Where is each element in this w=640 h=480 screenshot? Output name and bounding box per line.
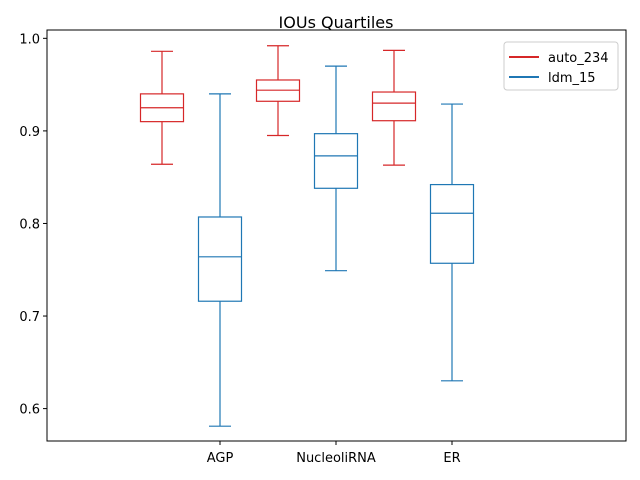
legend-label-auto-234: auto_234 <box>548 51 609 66</box>
y-tick-label: 0.7 <box>19 310 40 325</box>
y-tick-label: 0.8 <box>19 217 40 232</box>
y-tick-label: 0.9 <box>19 125 40 140</box>
box-auto-234 <box>371 91 417 122</box>
legend-label-ldm-15: ldm_15 <box>548 71 596 86</box>
chart-title: IOUs Quartiles <box>279 13 394 32</box>
box-ldm-15 <box>429 183 475 264</box>
box-ldm-15 <box>197 216 243 302</box>
x-tick-label: AGP <box>207 451 234 466</box>
x-tick-label: ER <box>443 451 460 466</box>
y-tick-label: 0.6 <box>19 403 40 418</box>
box-ldm-15 <box>313 133 359 189</box>
y-tick-label: 1.0 <box>19 32 40 47</box>
plot-area: 0.6 0.7 0.8 0.9 1.0 AGP NucleoliRNA ER <box>19 32 475 466</box>
legend: auto_234 ldm_15 <box>503 41 619 91</box>
x-tick-label: NucleoliRNA <box>296 451 376 466</box>
axes-frame <box>46 29 627 442</box>
